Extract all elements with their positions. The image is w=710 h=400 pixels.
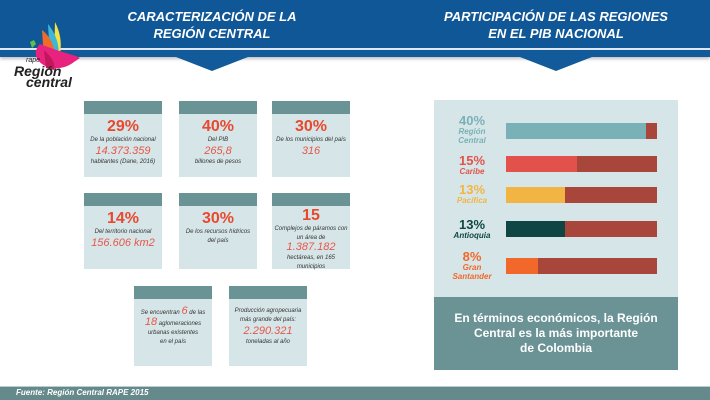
footer: Fuente: Región Central RAPE 2015: [0, 386, 710, 400]
card-text: toneladas al año: [245, 339, 291, 345]
right-arrow-icon: [520, 57, 592, 71]
bar-category-label: Región: [458, 127, 486, 136]
header-divider: [0, 48, 710, 50]
bar-fill: [506, 221, 565, 237]
card-text: billones de pesos: [194, 159, 242, 165]
summary-line2: Central es la más importante: [473, 326, 639, 340]
bar-value-label: 8%: [462, 249, 482, 264]
card-number: 156.606 km2: [91, 237, 155, 249]
card-text: urbanas existentes: [147, 330, 199, 336]
card-number: 1.387.182: [286, 241, 336, 253]
stat-card-territorio: 14% Del territorio nacional 156.606 km2: [84, 193, 162, 269]
bar-category-label: Caribe: [459, 167, 485, 176]
card-header: [134, 286, 212, 299]
summary-box: En términos económicos, la Región Centra…: [434, 297, 678, 370]
bar-fill: [506, 123, 647, 139]
stat-card-aglomeraciones: Se encuentran 6 de las 18 aglomeraciones…: [134, 286, 212, 366]
stat-card-recursos-hidricos: 30% De los recursos hídricos del país: [179, 193, 257, 269]
bird-logo-icon: [30, 22, 80, 70]
card-text: Del PIB: [207, 137, 229, 143]
card-text: de las: [189, 310, 206, 316]
stat-card-population: 29% De la población nacional 14.373.359 …: [84, 101, 162, 177]
bar-category-label: Pacífica: [456, 196, 488, 205]
logo-line1: Región: [14, 63, 62, 79]
card-text: más grande del país:: [239, 317, 297, 323]
stat-card-pib: 40% Del PIB 265,8 billones de pesos: [179, 101, 257, 177]
card-text: en el país: [159, 339, 187, 345]
bar-label: 40% Región Central: [440, 114, 504, 145]
logo-small-text: rape: [26, 57, 41, 64]
left-section-title: CARACTERIZACIÓN DE LA REGIÓN CENTRAL: [62, 8, 362, 42]
card-value: 29%: [106, 118, 140, 135]
summary-line3: de Colombia: [519, 341, 592, 355]
stat-card-municipios: 30% De los municipios del país 316: [272, 101, 350, 177]
left-title-line2: REGIÓN CENTRAL: [153, 26, 271, 41]
card-number: 316: [301, 145, 321, 157]
card-text: hectáreas, en 165 municipios: [286, 255, 336, 270]
card-number: 6: [181, 305, 188, 317]
bar-label: 13% Antioquia: [440, 218, 504, 240]
right-section-title: PARTICIPACIÓN DE LAS REGIONES EN EL PIB …: [406, 8, 706, 42]
bar-label: 15% Caribe: [440, 154, 504, 176]
card-text: habitantes (Dane, 2016): [90, 159, 156, 165]
left-arrow-icon: [176, 57, 248, 71]
stat-card-paramos: 15 Complejos de páramos con un área de 1…: [272, 193, 350, 270]
bar-value-label: 13%: [458, 182, 486, 197]
right-title-line1: PARTICIPACIÓN DE LAS REGIONES: [444, 9, 668, 24]
card-text: De los recursos hídricos: [185, 229, 251, 235]
card-text: Complejos de páramos con: [274, 226, 348, 232]
bar-category-label: Gran: [462, 263, 482, 272]
logo-text: rape Región central: [14, 55, 72, 90]
card-header: [229, 286, 307, 299]
card-value: 40%: [201, 118, 235, 135]
card-number: 14.373.359: [95, 145, 151, 157]
bar-label: 8% Gran Santander: [440, 250, 504, 281]
bar-category-label: Santander: [452, 272, 492, 281]
card-header: [84, 193, 162, 206]
left-title-line1: CARACTERIZACIÓN DE LA: [127, 9, 297, 24]
bar-fill: [506, 156, 577, 172]
card-text: De la población nacional: [90, 137, 156, 143]
summary-line1: En términos económicos, la Región: [454, 311, 658, 325]
bar-track: [506, 123, 657, 139]
card-header: [179, 101, 257, 114]
header-band: [0, 0, 710, 48]
card-text: Producción agropecuaria: [234, 308, 302, 314]
card-value: 14%: [106, 210, 140, 227]
bar-label: 13% Pacífica: [440, 183, 504, 205]
header-underband: [0, 50, 710, 57]
card-header: [272, 193, 350, 206]
bar-value-label: 40%: [458, 113, 486, 128]
footer-source: Fuente: Región Central RAPE 2015: [16, 388, 149, 397]
card-header: [272, 101, 350, 114]
bar-category-label: Central: [458, 136, 486, 145]
bar-category-label: Antioquia: [453, 231, 491, 240]
card-text: De los municipios del país: [276, 137, 346, 143]
card-text: del país: [207, 238, 229, 244]
card-value: 15: [302, 207, 320, 224]
bar-value-label: 15%: [458, 153, 486, 168]
card-text: aglomeraciones: [158, 321, 202, 327]
card-text: un área de: [296, 235, 326, 241]
bar-fill: [506, 258, 538, 274]
card-value: 30%: [201, 210, 235, 227]
card-number: 18: [144, 316, 158, 328]
bar-fill: [506, 187, 565, 203]
bar-track: [506, 258, 657, 274]
card-number: 265,8: [204, 145, 232, 157]
card-header: [179, 193, 257, 206]
card-text: Se encuentran: [140, 310, 180, 316]
right-title-line2: EN EL PIB NACIONAL: [488, 26, 624, 41]
bar-value-label: 13%: [458, 217, 486, 232]
card-number: 2.290.321: [243, 325, 293, 337]
logo-line2: central: [26, 74, 72, 90]
card-value: 30%: [294, 118, 328, 135]
bar-track: [506, 156, 657, 172]
bar-track: [506, 221, 657, 237]
card-header: [84, 101, 162, 114]
stat-card-produccion: Producción agropecuaria más grande del p…: [229, 286, 307, 366]
card-text: Del territorio nacional: [94, 229, 152, 235]
bar-track: [506, 187, 657, 203]
